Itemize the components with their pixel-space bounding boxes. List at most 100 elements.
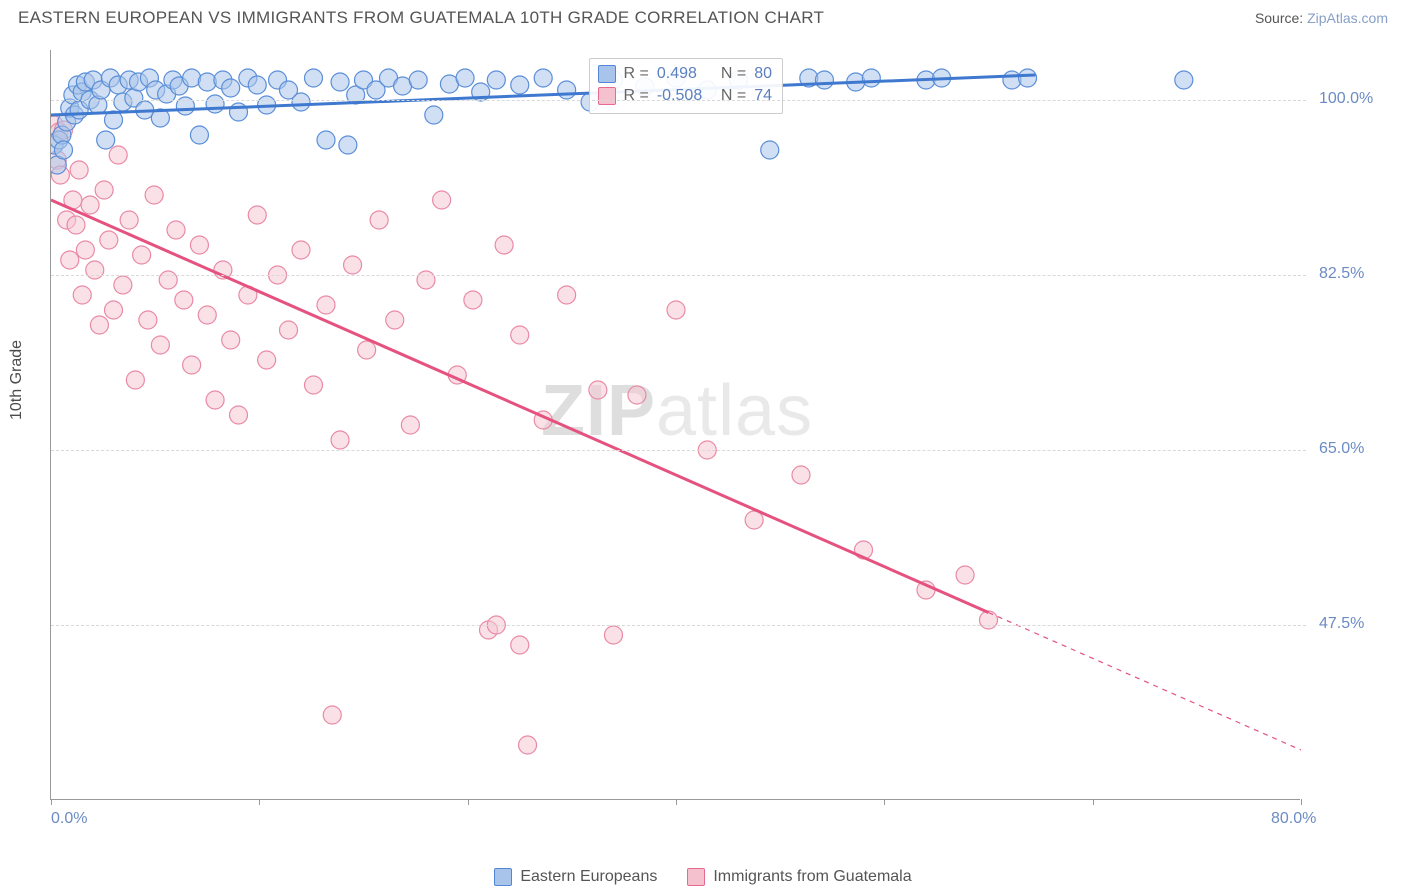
data-point [862,69,880,87]
data-point [151,336,169,354]
legend-r-key: R = [624,65,649,83]
data-point [95,181,113,199]
data-point [109,146,127,164]
data-point [305,69,323,87]
data-point [589,381,607,399]
data-point [167,221,185,239]
data-point [67,216,85,234]
data-point [487,71,505,89]
legend-row: R = -0.508 N = 74 [598,85,772,107]
data-point [248,76,266,94]
x-tick-label: 0.0% [51,810,87,828]
data-point [230,406,248,424]
data-point [370,211,388,229]
trend-line [51,200,989,613]
data-point [73,286,91,304]
legend-n-key: N = [721,65,746,83]
source-attribution: Source: ZipAtlas.com [1255,10,1388,26]
legend-r-key: R = [624,87,649,105]
data-point [280,321,298,339]
data-point [667,301,685,319]
data-point [55,141,73,159]
data-point [159,271,177,289]
y-tick-label: 65.0% [1319,440,1364,458]
gridline [51,275,1306,276]
x-tick-label: 80.0% [1271,810,1316,828]
gridline [51,100,1306,101]
data-point [511,76,529,94]
data-point [558,286,576,304]
legend-swatch-icon [494,868,512,886]
series-legend-item: Immigrants from Guatemala [687,868,911,886]
x-tick [51,799,52,805]
data-point [401,416,419,434]
x-tick [1093,799,1094,805]
legend-r-value: -0.508 [657,87,713,105]
data-point [190,236,208,254]
plot-area: ZIPatlas R =0.498N =80R =-0.508N =74 47.… [50,50,1300,800]
chart-header: EASTERN EUROPEAN VS IMMIGRANTS FROM GUAT… [0,0,1406,34]
chart-title: EASTERN EUROPEAN VS IMMIGRANTS FROM GUAT… [18,8,824,28]
data-point [133,246,151,264]
data-point [761,141,779,159]
x-tick [676,799,677,805]
data-point [456,69,474,87]
data-point [114,276,132,294]
data-point [292,241,310,259]
y-tick-label: 100.0% [1319,90,1373,108]
data-point [605,626,623,644]
series-legend-label: Immigrants from Guatemala [713,868,911,886]
source-link[interactable]: ZipAtlas.com [1307,10,1388,26]
data-point [495,236,513,254]
y-axis-label: 10th Grade [8,340,26,420]
data-point [344,256,362,274]
data-point [183,356,201,374]
data-point [386,311,404,329]
data-point [534,69,552,87]
x-tick [1301,799,1302,805]
trend-line-dashed [989,613,1302,751]
data-point [222,79,240,97]
data-point [331,431,349,449]
y-tick-label: 47.5% [1319,615,1364,633]
data-point [558,81,576,99]
data-point [339,136,357,154]
data-point [317,296,335,314]
data-point [222,331,240,349]
legend-n-value: 74 [754,87,772,105]
source-prefix: Source: [1255,10,1307,26]
data-point [305,376,323,394]
x-tick [468,799,469,805]
gridline [51,450,1306,451]
data-point [980,611,998,629]
x-tick [259,799,260,805]
data-point [206,95,224,113]
data-point [86,261,104,279]
data-point [139,311,157,329]
data-point [425,106,443,124]
data-point [206,391,224,409]
data-point [1175,71,1193,89]
data-point [317,131,335,149]
data-point [815,71,833,89]
data-point [417,271,435,289]
scatter-svg [51,50,1301,800]
data-point [1019,69,1037,87]
data-point [511,326,529,344]
data-point [97,131,115,149]
data-point [409,71,427,89]
legend-n-value: 80 [754,65,772,83]
legend-swatch-icon [598,87,616,105]
series-legend: Eastern EuropeansImmigrants from Guatema… [0,868,1406,886]
data-point [511,636,529,654]
data-point [292,93,310,111]
legend-n-key: N = [721,87,746,105]
legend-r-value: 0.498 [657,65,713,83]
data-point [331,73,349,91]
data-point [792,466,810,484]
data-point [258,351,276,369]
legend-row: R = 0.498 N = 80 [598,63,772,85]
gridline [51,625,1306,626]
x-tick [884,799,885,805]
data-point [248,206,266,224]
